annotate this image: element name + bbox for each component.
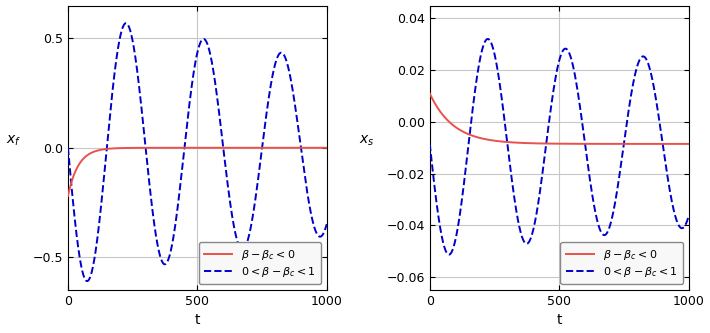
$\beta - \beta_c < 0$ [163,146,171,150]
Line: $\beta - \beta_c < 0$: $\beta - \beta_c < 0$ [430,94,689,144]
$0 < \beta - \beta_c < 1$ [594,222,602,226]
X-axis label: t: t [557,313,562,327]
Y-axis label: $x_f$: $x_f$ [6,134,21,148]
$0 < \beta - \beta_c < 1$ [425,142,434,146]
$\beta - \beta_c < 0$ [111,146,119,150]
X-axis label: t: t [195,313,200,327]
$0 < \beta - \beta_c < 1$ [163,260,171,264]
$\beta - \beta_c < 0$ [638,142,647,146]
$0 < \beta - \beta_c < 1$ [581,142,589,146]
$0 < \beta - \beta_c < 1$ [444,253,453,257]
$\beta - \beta_c < 0$ [257,146,266,150]
$\beta - \beta_c < 0$ [525,141,533,145]
$\beta - \beta_c < 0$ [322,146,331,150]
$0 < \beta - \beta_c < 1$ [322,222,331,226]
$0 < \beta - \beta_c < 1$ [484,37,492,41]
$0 < \beta - \beta_c < 1$ [111,67,119,71]
$\beta - \beta_c < 0$ [219,146,227,150]
$0 < \beta - \beta_c < 1$ [219,146,227,150]
Line: $0 < \beta - \beta_c < 1$: $0 < \beta - \beta_c < 1$ [430,39,689,255]
$\beta - \beta_c < 0$ [581,142,589,146]
$\beta - \beta_c < 0$ [618,142,627,146]
$0 < \beta - \beta_c < 1$ [64,146,72,150]
Y-axis label: $x_s$: $x_s$ [359,134,375,148]
$0 < \beta - \beta_c < 1$ [684,215,693,219]
$\beta - \beta_c < 0$ [472,135,481,139]
$\beta - \beta_c < 0$ [684,142,693,146]
$0 < \beta - \beta_c < 1$ [638,55,647,59]
$\beta - \beta_c < 0$ [425,92,434,96]
$0 < \beta - \beta_c < 1$ [525,240,533,244]
$\beta - \beta_c < 0$ [64,194,72,198]
$\beta - \beta_c < 0$ [276,146,285,150]
Line: $\beta - \beta_c < 0$: $\beta - \beta_c < 0$ [68,148,327,196]
Legend: $\beta - \beta_c < 0$, $0 < \beta - \beta_c < 1$: $\beta - \beta_c < 0$, $0 < \beta - \bet… [560,242,683,284]
$0 < \beta - \beta_c < 1$ [257,153,266,157]
$0 < \beta - \beta_c < 1$ [277,51,285,55]
$0 < \beta - \beta_c < 1$ [83,279,92,283]
$\beta - \beta_c < 0$ [232,146,241,150]
Legend: $\beta - \beta_c < 0$, $0 < \beta - \beta_c < 1$: $\beta - \beta_c < 0$, $0 < \beta - \bet… [199,242,321,284]
Line: $0 < \beta - \beta_c < 1$: $0 < \beta - \beta_c < 1$ [68,23,327,281]
$0 < \beta - \beta_c < 1$ [121,21,130,25]
$0 < \beta - \beta_c < 1$ [232,235,241,239]
$0 < \beta - \beta_c < 1$ [618,149,627,153]
$0 < \beta - \beta_c < 1$ [473,76,481,80]
$\beta - \beta_c < 0$ [594,142,602,146]
